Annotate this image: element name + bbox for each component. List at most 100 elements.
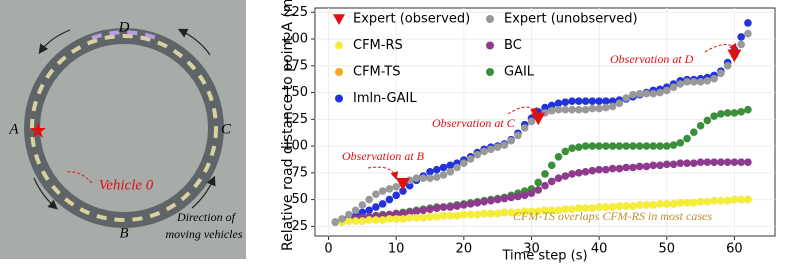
point: [473, 210, 482, 219]
point: [622, 202, 630, 210]
point: [723, 62, 732, 70]
point: [608, 142, 617, 150]
point: [727, 49, 742, 63]
point: [520, 207, 529, 216]
point: [649, 142, 658, 150]
point: [575, 105, 583, 114]
point: [575, 204, 583, 212]
point: [412, 207, 421, 216]
point: [602, 103, 610, 112]
point: [487, 145, 495, 154]
point: [595, 165, 603, 174]
point: [723, 158, 732, 166]
point: [446, 203, 455, 211]
y-tick-label: 175: [283, 58, 308, 73]
point: [656, 200, 664, 208]
point: [473, 199, 482, 207]
ring-diagram: D A C B Vehicle 0 Direction of moving ve…: [0, 0, 246, 259]
annotation: Observation at D: [610, 52, 694, 66]
annotation-arrow: [367, 166, 399, 180]
point: [534, 178, 543, 187]
point: [662, 160, 671, 169]
point: [554, 99, 563, 108]
arrow: [38, 29, 71, 54]
point: [358, 208, 367, 217]
y-tick-label: 75: [291, 165, 308, 180]
point: [385, 215, 394, 223]
point: [710, 112, 718, 120]
point: [534, 207, 543, 216]
point: [608, 203, 617, 211]
point: [358, 217, 367, 225]
point: [561, 147, 570, 156]
vehicles-top: [91, 30, 157, 40]
point: [649, 89, 658, 98]
point: [331, 218, 340, 226]
point: [520, 191, 529, 200]
point: [676, 139, 685, 147]
point: [581, 167, 590, 176]
point: [392, 215, 400, 223]
legend-label: CFM-TS: [353, 65, 400, 80]
point: [547, 161, 556, 170]
point: [608, 102, 617, 111]
point: [676, 199, 685, 207]
arrow: [177, 28, 211, 56]
legend-label: Expert (observed): [353, 12, 470, 27]
point: [581, 142, 590, 150]
point: [581, 97, 590, 105]
point: [717, 110, 725, 118]
point: [432, 165, 441, 174]
point: [669, 141, 678, 149]
point-label: C: [221, 121, 232, 137]
x-tick-label: 40: [591, 242, 608, 257]
direction-label: Direction of: [176, 210, 237, 224]
point: [439, 163, 448, 172]
point: [507, 136, 515, 145]
point: [392, 209, 400, 218]
point: [703, 197, 712, 206]
y-tick-label: 100: [283, 139, 308, 154]
point: [493, 143, 502, 151]
point: [561, 205, 570, 214]
point: [737, 195, 745, 204]
point: [656, 88, 664, 97]
point: [554, 152, 563, 161]
point: [744, 29, 752, 38]
point: [392, 191, 400, 200]
point: [514, 131, 522, 140]
point: [588, 97, 597, 105]
point: [399, 215, 407, 223]
point: [710, 74, 718, 83]
point: [466, 155, 475, 163]
vehicle-pointer: [65, 171, 93, 184]
point: [696, 78, 705, 86]
point: [547, 177, 556, 186]
point: [669, 160, 678, 169]
point: [345, 217, 353, 225]
point: [500, 208, 509, 217]
point: [493, 209, 502, 218]
legend-marker: [335, 41, 343, 50]
point: [581, 105, 590, 114]
legend-marker: [335, 68, 343, 76]
point: [717, 196, 725, 205]
point: [426, 212, 434, 221]
point: [412, 174, 421, 182]
point: [372, 190, 380, 199]
point: [703, 76, 712, 85]
point: [595, 97, 603, 105]
point: [730, 158, 739, 166]
point: [507, 208, 515, 217]
point: [602, 142, 610, 150]
point: [547, 106, 556, 115]
point: [541, 206, 549, 215]
point: [710, 158, 718, 166]
point: [744, 158, 752, 166]
point: [662, 200, 671, 208]
point: [608, 164, 617, 173]
point: [372, 203, 380, 211]
point: [365, 206, 373, 215]
point: [426, 174, 434, 182]
point: [635, 89, 644, 98]
